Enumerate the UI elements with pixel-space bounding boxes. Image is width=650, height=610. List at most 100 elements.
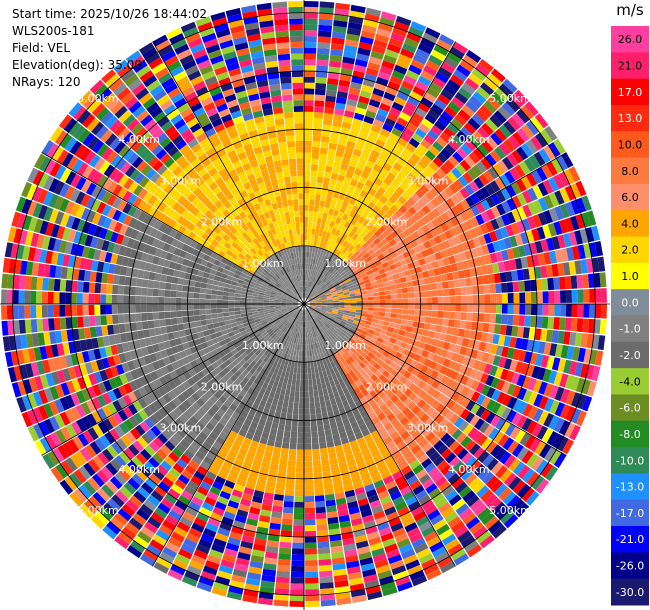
- gate-cell: [490, 193, 501, 206]
- gate-cell: [472, 430, 484, 443]
- gate-cell: [291, 560, 304, 567]
- gate-cell: [413, 178, 423, 189]
- gate-cell: [481, 140, 494, 153]
- gate-cell: [378, 287, 385, 292]
- gate-cell: [320, 406, 327, 414]
- gate-cell: [412, 321, 420, 328]
- gate-cell: [449, 46, 465, 59]
- gate-cell: [505, 184, 517, 198]
- gate-cell: [338, 245, 345, 252]
- gate-cell: [295, 472, 304, 479]
- gate-cell: [470, 216, 480, 228]
- gate-cell: [517, 387, 527, 401]
- gate-cell: [397, 298, 404, 304]
- gate-cell: [473, 463, 486, 477]
- gate-cell: [558, 171, 570, 187]
- gate-cell: [332, 307, 339, 310]
- gate-cell: [396, 157, 407, 167]
- gate-cell: [530, 291, 538, 303]
- gate-cell: [430, 103, 444, 115]
- gate-cell: [546, 161, 558, 176]
- gate-cell: [170, 283, 178, 291]
- gate-cell: [324, 493, 335, 501]
- gate-cell: [505, 224, 515, 237]
- gate-cell: [429, 253, 437, 263]
- gate-cell: [484, 183, 496, 196]
- gate-cell: [386, 390, 395, 399]
- gate-cell: [359, 36, 374, 45]
- gate-cell: [463, 122, 477, 135]
- gate-cell: [424, 27, 441, 39]
- gate-cell: [511, 372, 521, 385]
- gate-cell: [412, 212, 422, 222]
- gate-cell: [476, 161, 488, 174]
- gate-cell: [377, 108, 389, 118]
- gate-cell: [514, 233, 524, 246]
- gate-cell: [503, 139, 516, 153]
- gate-cell: [583, 289, 590, 303]
- gate-cell: [348, 316, 355, 320]
- gate-cell: [342, 314, 349, 319]
- gate-cell: [304, 94, 315, 101]
- gate-cell: [583, 304, 590, 318]
- gate-cell: [531, 365, 541, 379]
- gate-cell: [478, 304, 485, 313]
- gate-cell: [312, 276, 316, 283]
- gate-cell: [330, 172, 339, 180]
- gate-cell: [175, 304, 182, 311]
- gate-cell: [415, 188, 425, 199]
- gate-cell: [462, 54, 478, 68]
- gate-cell: [245, 307, 252, 311]
- gate-cell: [240, 297, 246, 301]
- gate-cell: [337, 343, 343, 350]
- gate-cell: [304, 146, 312, 153]
- gate-cell: [315, 407, 322, 415]
- gate-cell: [291, 554, 304, 561]
- gate-cell: [452, 444, 465, 456]
- gate-cell: [494, 483, 508, 497]
- gate-cell: [548, 192, 560, 207]
- gate-cell: [345, 242, 352, 250]
- gate-cell: [526, 471, 540, 487]
- gate-cell: [308, 287, 311, 294]
- gate-cell: [330, 253, 336, 260]
- gate-cell: [314, 106, 324, 113]
- gate-cell: [527, 377, 537, 391]
- gate-cell: [331, 313, 338, 317]
- gate-cell: [368, 129, 380, 139]
- gate-cell: [429, 451, 441, 462]
- gate-cell: [440, 273, 448, 282]
- gate-cell: [170, 304, 176, 311]
- gate-cell: [408, 392, 418, 401]
- gate-cell: [317, 211, 323, 219]
- gate-cell: [117, 295, 124, 304]
- gate-cell: [396, 117, 409, 127]
- gate-cell: [459, 346, 468, 356]
- gate-cell: [275, 405, 283, 413]
- gate-cell: [315, 285, 320, 291]
- gate-cell: [140, 304, 147, 313]
- gate-cell: [508, 476, 522, 491]
- gate-cell: [361, 313, 368, 318]
- gate-cell: [475, 406, 486, 418]
- gate-cell: [414, 309, 421, 316]
- gate-cell: [187, 292, 194, 299]
- gate-cell: [346, 269, 353, 276]
- gate-cell: [453, 69, 468, 82]
- gate-cell: [376, 28, 392, 38]
- gate-cell: [129, 286, 136, 296]
- gate-cell: [586, 333, 594, 349]
- gate-cell: [420, 234, 429, 243]
- gate-cell: [330, 314, 337, 319]
- gate-cell: [414, 266, 423, 274]
- gate-cell: [315, 316, 321, 322]
- gate-cell: [308, 269, 312, 276]
- gate-cell: [313, 284, 318, 290]
- gate-cell: [311, 222, 317, 230]
- gate-cell: [335, 328, 342, 334]
- gate-cell: [570, 275, 578, 289]
- gate-cell: [313, 293, 319, 298]
- gate-cell: [297, 426, 304, 433]
- gate-cell: [440, 406, 451, 418]
- gate-cell: [343, 337, 350, 343]
